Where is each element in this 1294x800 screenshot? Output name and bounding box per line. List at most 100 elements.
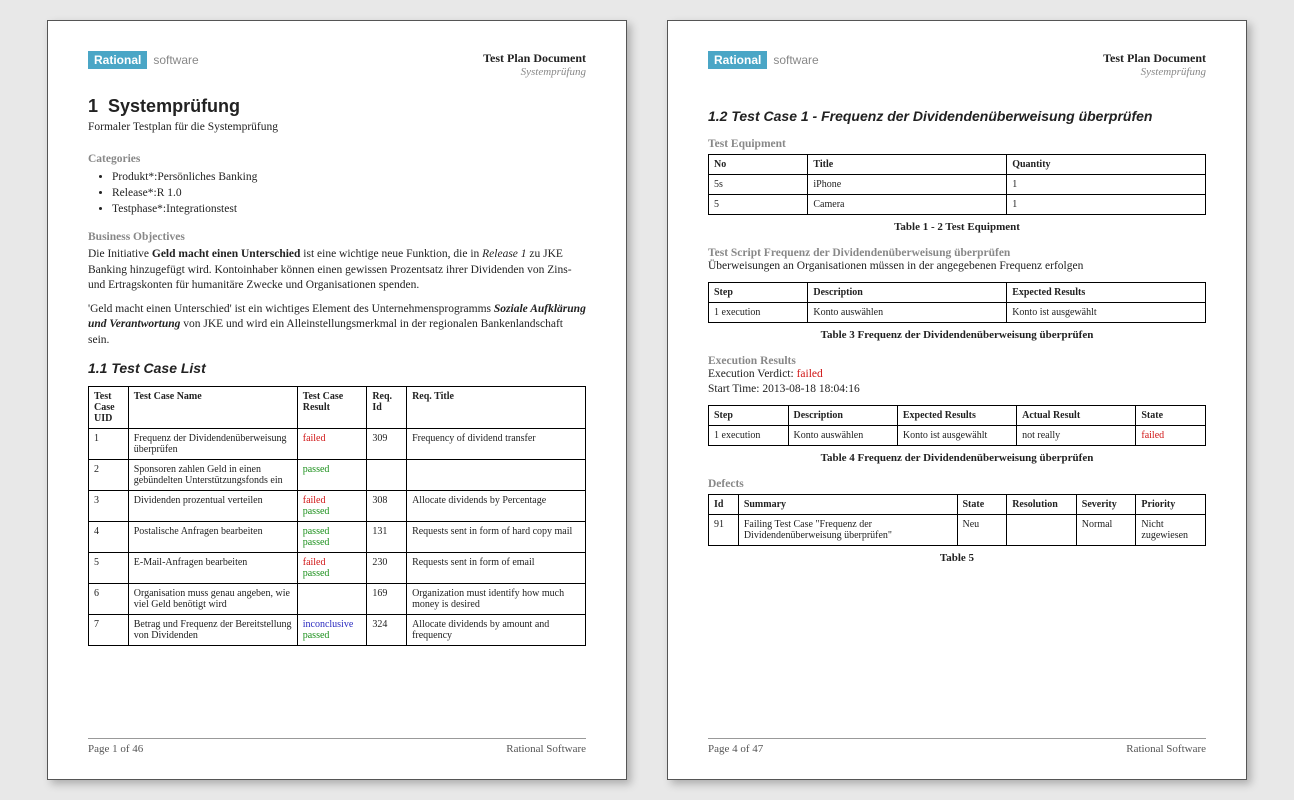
table-cell: 3 [89,491,129,522]
table-cell: iPhone [808,175,1007,195]
table-cell [1007,514,1077,545]
column-header: Req. Title [407,387,586,429]
business-objectives-label: Business Objectives [88,231,586,243]
table-row: 1 executionKonto auswählenKonto ist ausg… [709,302,1206,322]
execution-results-table: StepDescriptionExpected ResultsActual Re… [708,405,1206,446]
result-value: passed [303,568,362,579]
table-cell: 131 [367,522,407,553]
table-cell: Postalische Anfragen bearbeiten [128,522,297,553]
table-cell: Requests sent in form of hard copy mail [407,522,586,553]
column-header: Step [709,405,789,425]
table-cell: Organisation muss genau angeben, wie vie… [128,584,297,615]
table-cell: not really [1017,425,1136,445]
logo-suffix: software [149,51,202,69]
table-cell: 1 [1007,175,1206,195]
page-body: 1.2 Test Case 1 - Frequenz der Dividende… [708,96,1206,738]
category-item: Testphase*:Integrationstest [112,201,586,217]
column-header: Title [808,155,1007,175]
table-cell: Neu [957,514,1007,545]
table-row: 5siPhone1 [709,175,1206,195]
page-body: 1 Systemprüfung Formaler Testplan für di… [88,96,586,738]
table-cell: Betrag und Frequenz der Bereitstellung v… [128,615,297,646]
table-cell: 91 [709,514,739,545]
table-row: 7Betrag und Frequenz der Bereitstellung … [89,615,586,646]
table-cell: Konto auswählen [808,302,1007,322]
table-cell: Failing Test Case "Frequenz der Dividend… [738,514,957,545]
table-cell: 169 [367,584,407,615]
verdict-value: failed [797,368,823,380]
column-header: Summary [738,494,957,514]
table-cell: 7 [89,615,129,646]
doc-title: Test Plan Document [483,51,586,66]
table-row: 2Sponsoren zahlen Geld in einen gebündel… [89,460,586,491]
category-item: Produkt*:Persönliches Banking [112,169,586,185]
h1: 1 Systemprüfung [88,96,586,117]
page-1: Rational software Test Plan Document Sys… [47,20,627,780]
table-cell: Normal [1076,514,1136,545]
table-cell: 324 [367,615,407,646]
table-cell: passed [297,460,367,491]
h1-title: Systemprüfung [108,96,240,116]
test-script-label: Test Script Frequenz der Dividendenüberw… [708,247,1206,259]
column-header: Test Case UID [89,387,129,429]
table-row: 1Frequenz der Dividendenüberweisung über… [89,429,586,460]
column-header: Step [709,282,808,302]
table-cell: 1 execution [709,302,808,322]
table-row: 91Failing Test Case "Frequenz der Divide… [709,514,1206,545]
table-cell: 4 [89,522,129,553]
table-cell: 2 [89,460,129,491]
test-script-sub: Überweisungen an Organisationen müssen i… [708,259,1206,274]
h1-subtitle: Formaler Testplan für die Systemprüfung [88,121,586,133]
table-cell: 230 [367,553,407,584]
defects-table: IdSummaryStateResolutionSeverityPriority… [708,494,1206,546]
table-cell: Konto auswählen [788,425,897,445]
test-case-heading: 1.2 Test Case 1 - Frequenz der Dividende… [708,108,1206,124]
table-cell: passedpassed [297,522,367,553]
business-objectives-p2: 'Geld macht einen Unterschied' ist ein w… [88,302,586,349]
table-cell: 309 [367,429,407,460]
equipment-caption: Table 1 - 2 Test Equipment [708,221,1206,233]
table-cell: Dividenden prozentual verteilen [128,491,297,522]
result-value: inconclusive [303,619,362,630]
page-header: Rational software Test Plan Document Sys… [88,51,586,78]
column-header: Priority [1136,494,1206,514]
column-header: Expected Results [897,405,1016,425]
result-value: passed [303,526,362,537]
table-row: 5E-Mail-Anfragen bearbeitenfailedpassed2… [89,553,586,584]
italic-text: Release 1 [482,248,526,260]
table-cell: Organization must identify how much mone… [407,584,586,615]
result-value: passed [303,537,362,548]
script-caption: Table 3 Frequenz der Dividendenüberweisu… [708,329,1206,341]
table-cell: 5 [709,195,808,215]
table-cell: Allocate dividends by Percentage [407,491,586,522]
logo-brand: Rational [88,51,147,69]
table-cell: failed [297,429,367,460]
footer-company: Rational Software [506,743,586,755]
test-script-table: StepDescriptionExpected Results 1 execut… [708,282,1206,323]
categories-label: Categories [88,153,586,165]
business-objectives-p1: Die Initiative Geld macht einen Untersch… [88,247,586,294]
table-cell [297,584,367,615]
table-cell: Frequenz der Dividendenüberweisung überp… [128,429,297,460]
exec-caption: Table 4 Frequenz der Dividendenüberweisu… [708,452,1206,464]
column-header: Severity [1076,494,1136,514]
execution-results-label: Execution Results [708,355,1206,367]
column-header: No [709,155,808,175]
table-cell: Konto ist ausgewählt [1007,302,1206,322]
h1-num: 1 [88,96,98,116]
doc-title-block: Test Plan Document Systemprüfung [1103,51,1206,78]
test-case-list-heading: 1.1 Test Case List [88,360,586,376]
test-case-list-table: Test Case UIDTest Case NameTest Case Res… [88,386,586,646]
column-header: Test Case Name [128,387,297,429]
table-row: 3Dividenden prozentual verteilenfailedpa… [89,491,586,522]
categories-list: Produkt*:Persönliches BankingRelease*:R … [112,169,586,217]
table-cell: 1 execution [709,425,789,445]
execution-start-time: Start Time: 2013-08-18 18:04:16 [708,382,1206,397]
column-header: Test Case Result [297,387,367,429]
bold-text: Geld macht einen Unterschied [152,248,301,260]
table-cell: 1 [1007,195,1206,215]
result-value: passed [303,506,362,517]
execution-verdict: Execution Verdict: failed [708,367,1206,382]
column-header: Actual Result [1017,405,1136,425]
column-header: Description [808,282,1007,302]
